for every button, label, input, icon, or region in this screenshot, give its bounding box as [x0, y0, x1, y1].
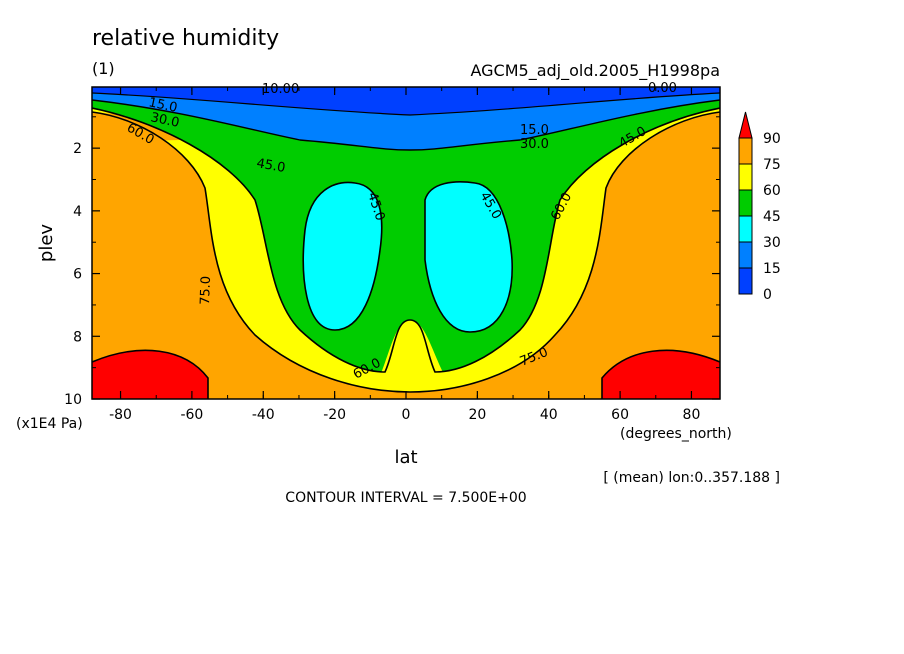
y-tick-label: 6: [73, 267, 82, 283]
x-tick-label: 0: [402, 407, 411, 423]
colorbar-swatch: [738, 215, 753, 243]
y-axis: 2 4 6 8 10: [64, 116, 720, 408]
contour-line-15: [92, 99, 720, 151]
y-tick-label: 10: [64, 392, 82, 408]
contour-label: 15.0: [520, 123, 549, 138]
contour-labels: 10.00 15.0 30.0 60.0 45.0 45.0 45.0 15.0…: [124, 81, 677, 383]
colorbar-label: 15: [763, 261, 781, 277]
band-30-45-left: [303, 182, 382, 330]
contour-line-90-right: [601, 349, 720, 399]
contour-line-45: [92, 107, 720, 373]
contour-label: 15.0: [147, 95, 178, 116]
contour-label: 75.0: [198, 276, 214, 305]
colorbar-label: 45: [763, 209, 781, 225]
y-tick-label: 2: [73, 141, 82, 157]
x-tick-label: 60: [611, 407, 629, 423]
band-45-60: [92, 87, 720, 372]
x-units-label: (degrees_north): [620, 426, 732, 442]
band-90-right: [602, 350, 720, 399]
colorbar-swatch: [738, 189, 753, 217]
colorbar-label: 0: [763, 287, 772, 303]
colorbar-label: 30: [763, 235, 781, 251]
colorbar-label: 75: [763, 157, 781, 173]
contour-label: 30.0: [149, 110, 180, 131]
mean-note: [ (mean) lon:0..357.188 ]: [603, 470, 780, 486]
x-tick-label: 20: [468, 407, 486, 423]
contour-line-0: [92, 92, 720, 116]
x-axis-label: lat: [394, 447, 417, 468]
contour-label: 0.00: [648, 81, 677, 96]
contour-line-30-right: [424, 181, 513, 333]
colorbar-swatch: [738, 137, 753, 165]
colorbar-arrow: [738, 111, 753, 139]
chart-title: relative humidity: [92, 26, 279, 51]
band-orange-ne: [669, 118, 720, 178]
x-tick-label: -60: [180, 407, 203, 423]
x-tick-label: 80: [683, 407, 701, 423]
x-tick-label: -80: [109, 407, 132, 423]
colorbar-label: 60: [763, 183, 781, 199]
contour-interval: CONTOUR INTERVAL = 7.500E+00: [285, 490, 526, 506]
contour-field: [92, 87, 720, 399]
x-tick-label: -20: [323, 407, 346, 423]
colorbar-label: 90: [763, 131, 781, 147]
contour-label: 30.0: [520, 137, 549, 152]
contour-line-60: [92, 111, 720, 393]
x-tick-label: 40: [540, 407, 558, 423]
band-90-left: [92, 350, 208, 399]
contour-label: 10.00: [262, 82, 299, 97]
x-tick-label: -40: [252, 407, 275, 423]
dataset-label: AGCM5_adj_old.2005_H1998pa: [470, 61, 720, 81]
colorbar-swatch: [738, 163, 753, 191]
colorbar-swatch: [738, 241, 753, 269]
band-orange-left-top: [92, 112, 190, 150]
x-axis: -80 -60 -40 -20 0 20 40 60 80: [109, 87, 700, 423]
contour-label: 45.0: [255, 156, 286, 176]
y-tick-label: 8: [73, 329, 82, 345]
colorbar-swatch: [738, 267, 753, 295]
band-0-15: [92, 87, 720, 115]
chart-subtitle: (1): [92, 59, 115, 78]
colorbar: 90 75 60 45 30 15 0: [738, 111, 781, 303]
y-units-label: (x1E4 Pa): [16, 416, 83, 432]
y-tick-label: 4: [73, 204, 82, 220]
band-30-45-right: [425, 181, 513, 332]
contour-line-30-left: [302, 181, 383, 331]
y-axis-label: plev: [36, 224, 57, 263]
contour-line-90-left: [92, 349, 209, 399]
